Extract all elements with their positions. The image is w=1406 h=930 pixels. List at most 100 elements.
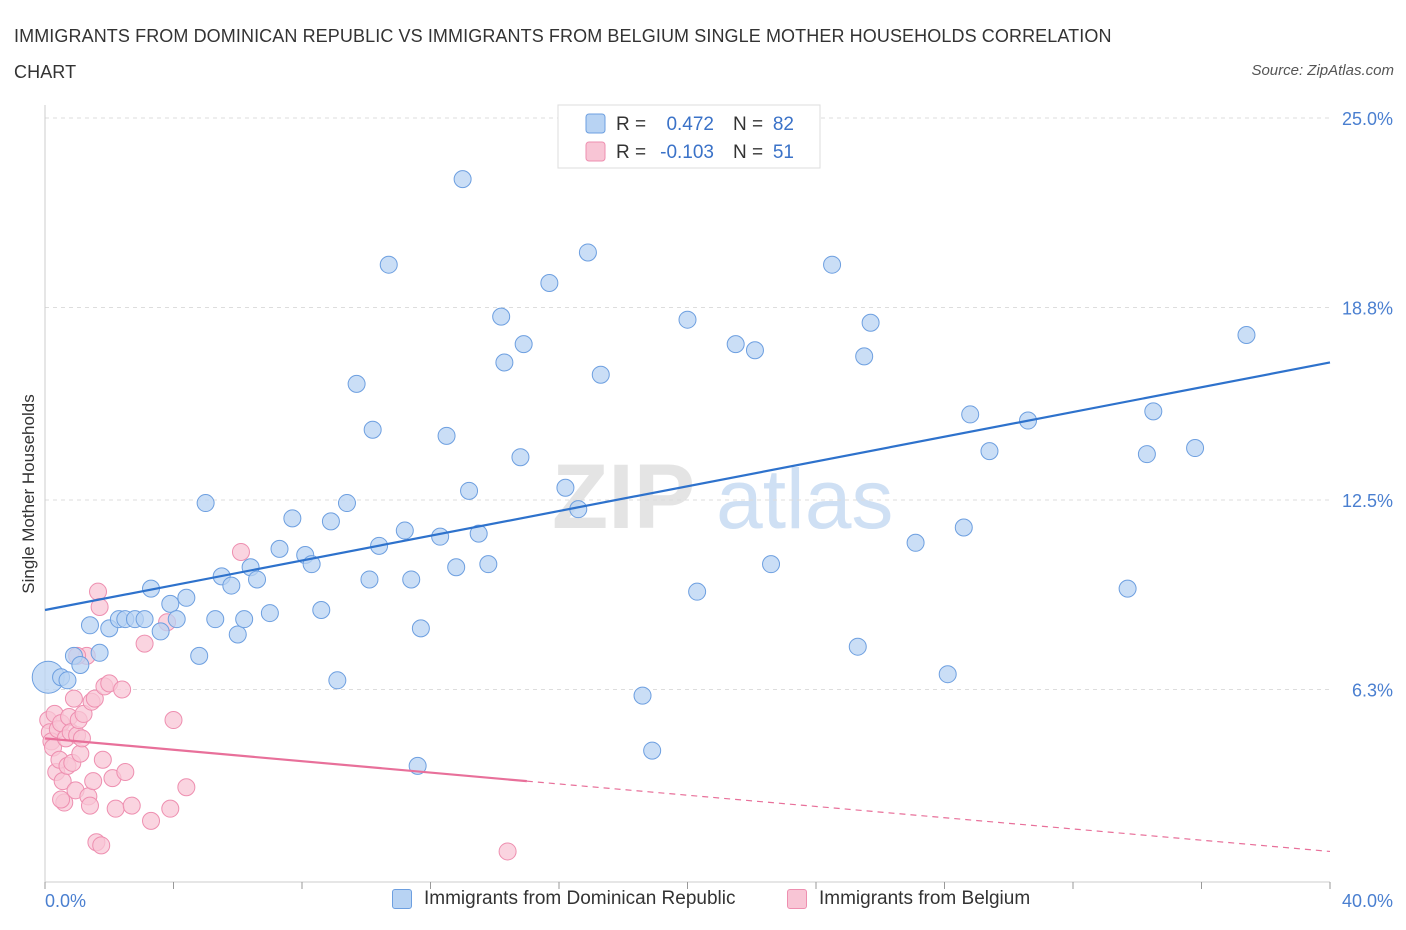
dominican-point — [151, 622, 170, 641]
dominican-points — [31, 170, 1256, 775]
legend-n-value-1: 82 — [773, 114, 794, 135]
belgium-point — [93, 750, 112, 769]
trend-lines — [44, 361, 1331, 853]
dominican-point — [540, 274, 559, 293]
dominican-point — [633, 686, 652, 705]
belgium-point — [231, 542, 250, 561]
dominican-point — [161, 594, 180, 613]
dominican-point — [206, 610, 225, 629]
dominican-point — [861, 313, 880, 332]
legend-swatch-blue — [585, 113, 606, 134]
belgium-point — [498, 842, 517, 861]
belgium-point — [122, 796, 141, 815]
y-axis-label: Single Mother Households — [19, 394, 38, 593]
x-tick-label-min: 0.0% — [45, 891, 86, 911]
watermark-zip: ZIP — [552, 446, 695, 548]
belgium-point — [84, 772, 103, 791]
dominican-point — [363, 420, 382, 439]
dominican-point — [196, 494, 215, 513]
y-tick-label: 12.5% — [1342, 491, 1393, 511]
dominican-point — [395, 521, 414, 540]
dominican-point — [270, 539, 289, 558]
belgium-point — [135, 634, 154, 653]
legend-r-value-1: 0.472 — [666, 114, 714, 135]
dominican-point — [190, 646, 209, 665]
dominican-point — [1137, 445, 1156, 464]
y-tick-label: 18.8% — [1342, 298, 1393, 318]
dominican-point — [1237, 325, 1256, 344]
belgium-point — [71, 744, 90, 763]
dominican-point — [347, 374, 366, 393]
belgium-point — [52, 790, 71, 809]
dominican-point — [431, 527, 450, 546]
dominican-point — [762, 555, 781, 574]
belgium-point — [161, 799, 180, 818]
dominican-point — [447, 558, 466, 577]
dominican-point — [1118, 579, 1137, 598]
dominican-point — [71, 656, 90, 675]
belgium-point — [113, 680, 132, 699]
dominican-point — [1144, 402, 1163, 421]
dominican-point — [643, 741, 662, 760]
dominican-point — [591, 365, 610, 384]
axes — [44, 105, 1331, 889]
dominican-point — [321, 512, 340, 531]
dominican-point — [511, 448, 530, 467]
dominican-point — [379, 255, 398, 274]
belgium-point — [116, 762, 135, 781]
legend-n-label-2: N = — [733, 142, 763, 163]
dominican-point — [453, 170, 472, 189]
bottom-legend-swatch-blue — [392, 889, 412, 909]
dominican-point — [177, 588, 196, 607]
dominican-point — [235, 610, 254, 629]
dominican-point — [437, 426, 456, 445]
dominican-point — [1186, 439, 1205, 458]
dominican-trend-line — [44, 361, 1331, 612]
belgium-point — [92, 836, 111, 855]
belgium-trend-extension — [526, 780, 1331, 853]
y-tick-label: 6.3% — [1352, 680, 1393, 700]
dominican-point — [222, 576, 241, 595]
dominican-point — [360, 570, 379, 589]
gridlines — [45, 117, 1330, 690]
tick-labels: 6.3% 12.5% 18.8% 25.0% 0.0% 40.0% — [45, 109, 1393, 911]
dominican-point — [688, 582, 707, 601]
belgium-point — [177, 778, 196, 797]
bottom-legend-label-belgium: Immigrants from Belgium — [819, 888, 1031, 909]
bottom-legend-item-dominican: Immigrants from Dominican Republic — [392, 888, 736, 910]
legend-r-value-2: -0.103 — [660, 142, 714, 163]
bottom-legend-item-belgium: Immigrants from Belgium — [787, 888, 1030, 910]
dominican-point — [514, 335, 533, 354]
dominican-point — [492, 307, 511, 326]
dominican-point — [469, 524, 488, 543]
dominican-point — [745, 341, 764, 360]
dominican-point — [260, 604, 279, 623]
dominican-point — [248, 570, 267, 589]
legend-n-label-1: N = — [733, 114, 763, 135]
dominican-point — [726, 335, 745, 354]
dominican-point — [823, 255, 842, 274]
dominican-point — [58, 671, 77, 690]
legend-swatch-pink — [585, 141, 606, 162]
belgium-point — [106, 799, 125, 818]
bottom-legend-swatch-pink — [787, 889, 807, 909]
chart-title: IMMIGRANTS FROM DOMINICAN REPUBLIC VS IM… — [14, 26, 1112, 82]
dominican-point — [167, 610, 186, 629]
dominican-point — [980, 442, 999, 461]
dominican-point — [283, 509, 302, 528]
dominican-point — [460, 481, 479, 500]
dominican-point — [906, 533, 925, 552]
belgium-point — [85, 689, 104, 708]
dominican-point — [228, 625, 247, 644]
source-credit: Source: ZipAtlas.com — [1251, 62, 1394, 79]
belgium-point — [142, 811, 161, 830]
legend-r-label-1: R = — [616, 114, 646, 135]
dominican-point — [954, 518, 973, 537]
legend-n-value-2: 51 — [773, 142, 794, 163]
belgium-trend-line — [44, 737, 527, 783]
dominican-point — [80, 616, 99, 635]
dominican-point — [848, 637, 867, 656]
dominican-point — [402, 570, 421, 589]
x-tick-label-max: 40.0% — [1342, 891, 1393, 911]
dominican-point — [678, 310, 697, 329]
